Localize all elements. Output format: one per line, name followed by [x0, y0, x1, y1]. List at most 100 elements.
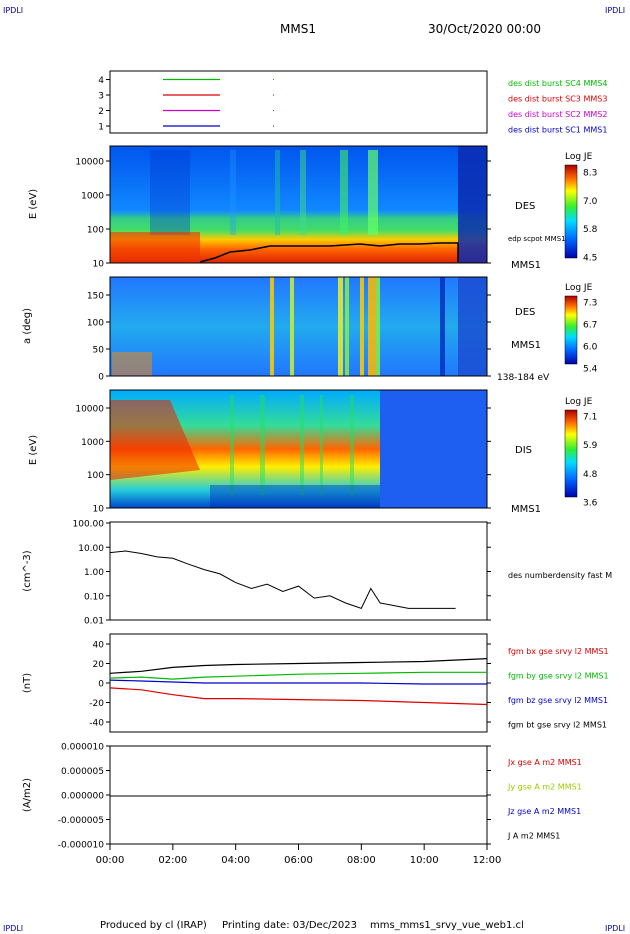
des-energy-panel: 10000 1000 100 10 E (eV) DES edp scpot MMS1… — [28, 145, 598, 271]
des-pitch-label-mms: MMS1 — [511, 340, 541, 351]
dis-energy-label-dis: DIS — [515, 445, 532, 456]
des-energy-colorbar-tick-label: 8.3 — [583, 169, 597, 179]
time-axis: 00:00 02:00 04:00 06:00 08:00 10:00 12:00 — [96, 844, 502, 866]
burst-legend-entry: des dist burst SC2 MMS2 — [508, 110, 607, 119]
dis-energy-panel: 10000 1000 100 10 E (eV) DIS MMS1 Log JE 7.… — [28, 389, 598, 515]
time-axis-tick-label: 02:00 — [158, 855, 187, 866]
dis-energy-ylabel: E (eV) — [28, 435, 39, 465]
burst-panel: 4 3 2 1 des dist burst SC4 MMS4 des dist bur… — [98, 70, 607, 135]
density-tick-label: 0.01 — [84, 617, 104, 627]
burst-panel-frame — [109, 70, 488, 134]
burst-legend-entry: des dist burst SC3 MMS3 — [508, 95, 607, 104]
dis-feature — [350, 395, 354, 495]
des-pitch-colorbar-tick-label: 6.0 — [583, 343, 598, 353]
corner-label-bl: IPDLI — [3, 924, 23, 933]
des-energy-feature — [150, 150, 190, 235]
density-tick-label: 10.00 — [78, 544, 104, 554]
des-pitch-label-des: DES — [515, 307, 535, 318]
current-legend-entry: Jx gse A m2 MMS1 — [507, 758, 582, 767]
density-series-line — [109, 550, 456, 610]
fgm-tick-label: -40 — [89, 719, 104, 729]
des-pitch-dark-band — [458, 277, 487, 376]
des-pitch-colorbar-bar — [564, 295, 578, 365]
des-energy-colorbar-title: Log JE — [565, 152, 593, 162]
date-title: 30/Oct/2020 00:00 — [428, 22, 541, 36]
current-legend-entry: Jy gse A m2 MMS1 — [507, 783, 582, 792]
current-frame — [109, 745, 488, 845]
current-panel: 0.000010 0.000005 0.000000 -0.000005 -0.0000… — [22, 743, 582, 851]
burst-tick-label: 1 — [98, 123, 104, 133]
des-pitch-tick-label: 150 — [87, 292, 104, 302]
des-pitch-feature — [376, 277, 380, 376]
burst-series-dot — [273, 79, 274, 81]
dis-energy-frame — [109, 389, 488, 509]
dis-feature — [260, 395, 265, 495]
scpot-line — [199, 242, 459, 263]
fgm-ylabel: (nT) — [22, 673, 33, 693]
dis-energy-colorbar-tick-label: 3.6 — [583, 499, 598, 509]
fgm-legend-entry: fgm bz gse srvy l2 MMS1 — [508, 696, 608, 705]
des-energy-colorbar-bar — [564, 164, 578, 259]
des-energy-colorbar-tick-label: 4.5 — [583, 254, 597, 264]
current-tick-label: 0.000005 — [61, 767, 104, 777]
des-pitch-colorbar-tick-label: 6.7 — [583, 321, 597, 331]
des-energy-feature — [275, 150, 280, 235]
fgm-series-line — [109, 679, 487, 685]
dis-energy-colorbar-tick-label: 7.1 — [583, 413, 597, 423]
time-axis-tick-label: 08:00 — [347, 855, 376, 866]
time-axis-tick-label: 06:00 — [284, 855, 313, 866]
spacecraft-title: MMS1 — [280, 22, 316, 36]
des-energy-feature — [368, 150, 378, 235]
fgm-legend-entry: fgm bt gse srvy l2 MMS1 — [508, 721, 607, 730]
footer-credit: Produced by cl (IRAP) — [100, 920, 207, 931]
density-tick-label: 100.00 — [73, 520, 105, 530]
des-pitch-feature — [270, 277, 274, 376]
corner-label-tr: IPDLI — [605, 6, 625, 15]
des-pitch-panel: 150 100 50 0 a (deg) DES MMS1 138-184 eV Lo… — [22, 276, 598, 383]
burst-tick-label: 4 — [98, 76, 104, 86]
dis-energy-colorbar-tick-label: 5.9 — [583, 441, 598, 451]
fgm-series-line — [109, 687, 488, 706]
dis-energy-colorbar-tick-label: 4.8 — [583, 470, 598, 480]
des-energy-label-des: DES — [515, 201, 535, 212]
des-pitch-tick-label: 0 — [98, 373, 104, 383]
current-legend-entry: J A m2 MMS1 — [507, 832, 560, 841]
time-axis-tick-label: 10:00 — [410, 855, 439, 866]
time-axis-tick-label: 12:00 — [473, 855, 502, 866]
fgm-series-line — [109, 658, 488, 674]
density-panel: 100.00 10.00 1.00 0.10 0.01 (cm^-3) des numb… — [22, 520, 612, 627]
des-pitch-colorbar-title: Log JE — [565, 283, 593, 293]
scpot-label: edp scpot MMS1 — [508, 235, 566, 243]
des-pitch-colorbar-tick-label: 5.4 — [583, 365, 598, 375]
des-energy-frame — [109, 145, 488, 264]
des-pitch-feature — [360, 277, 364, 376]
fgm-tick-label: 0 — [98, 680, 104, 690]
burst-series-dot — [273, 125, 274, 127]
current-tick-label: -0.000010 — [58, 841, 104, 851]
des-pitch-spectrogram — [110, 277, 487, 376]
des-energy-feature — [300, 150, 306, 235]
current-tick-label: 0.000000 — [61, 792, 104, 802]
dis-energy-quiet-region — [380, 390, 487, 508]
des-pitch-energy-range: 138-184 eV — [497, 373, 550, 383]
des-energy-label-mms: MMS1 — [511, 260, 541, 271]
density-tick-label: 1.00 — [84, 568, 104, 578]
dis-energy-tick-label: 1000 — [81, 438, 104, 448]
current-legend-entry: Jz gse A m2 MMS1 — [507, 807, 581, 816]
fgm-tick-label: 40 — [93, 641, 105, 651]
des-pitch-feature — [440, 277, 445, 376]
des-energy-tick-label: 100 — [87, 226, 104, 236]
corner-label-br: IPDLI — [605, 924, 625, 933]
des-pitch-ylabel: a (deg) — [22, 308, 33, 344]
burst-series-dot — [273, 110, 274, 112]
dis-energy-label-mms: MMS1 — [511, 504, 541, 515]
des-pitch-colorbar: Log JE 7.3 6.7 6.0 5.4 — [564, 283, 598, 375]
current-ylabel: (A/m2) — [22, 778, 33, 812]
dis-energy-tick-label: 100 — [87, 471, 104, 481]
time-axis-tick-label: 04:00 — [221, 855, 250, 866]
dis-energy-tick-label: 10 — [93, 505, 105, 515]
des-pitch-tick-label: 50 — [93, 346, 105, 356]
des-energy-colorbar-tick-label: 7.0 — [583, 197, 598, 207]
des-pitch-feature — [368, 277, 376, 376]
